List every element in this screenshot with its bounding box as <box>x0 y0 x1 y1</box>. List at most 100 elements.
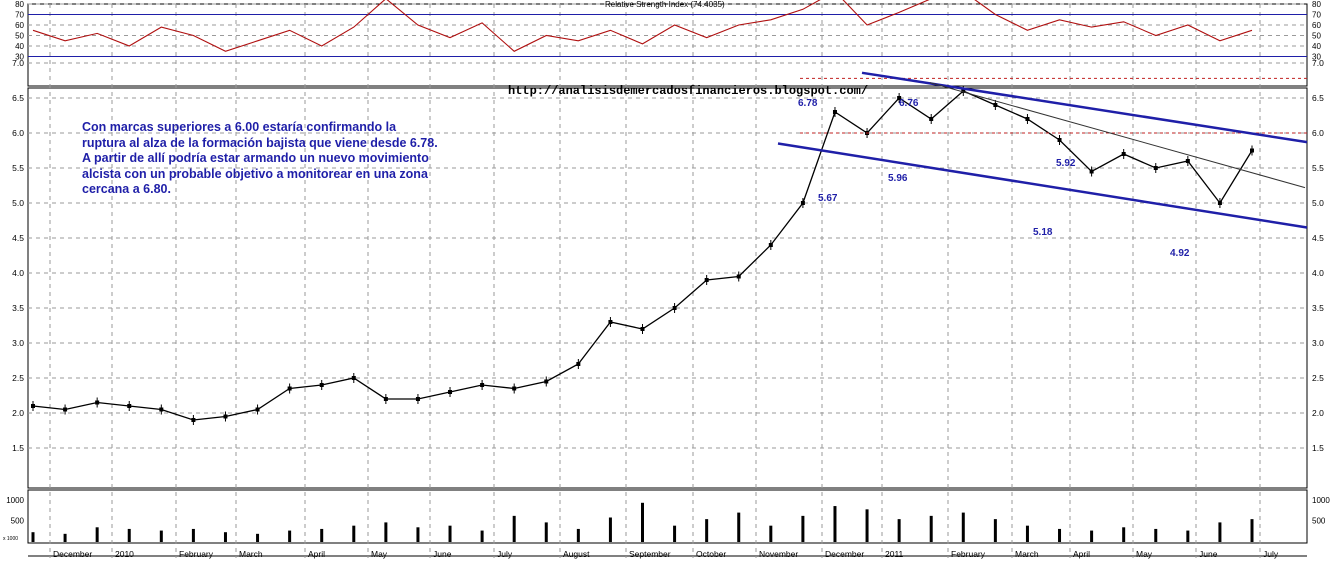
volume-bar <box>384 522 388 542</box>
volume-bar <box>1154 528 1158 542</box>
price-candle-body <box>576 362 581 366</box>
price-candle-body <box>993 103 998 107</box>
month-label: 2010 <box>115 549 134 559</box>
volume-bar <box>961 512 965 542</box>
rsi-series-line <box>32 0 1253 52</box>
price-candle-body <box>961 89 966 93</box>
price-tick-label: 7.0 <box>12 58 24 68</box>
price-tick-label: 4.0 <box>1312 268 1324 278</box>
channel-lower-line <box>777 142 1308 229</box>
rsi-tick-label: 80 <box>15 0 24 9</box>
volume-bar <box>31 532 35 542</box>
price-candle-body <box>768 243 773 247</box>
price-candle-body <box>512 386 517 391</box>
volume-bar <box>833 506 837 542</box>
rsi-tick-label: 40 <box>15 42 24 51</box>
month-label: July <box>1263 549 1279 559</box>
price-candle-body <box>1250 148 1254 153</box>
price-candle-body <box>383 397 388 401</box>
price-tick-label: 2.5 <box>12 373 24 383</box>
price-tick-label: 6.5 <box>1312 93 1324 103</box>
price-candle-body <box>255 407 260 412</box>
rsi-tick-label: 50 <box>15 32 24 41</box>
price-candle-body <box>1121 152 1126 156</box>
month-label: April <box>308 549 325 559</box>
month-label: November <box>759 549 798 559</box>
analysis-annotation: Con marcas superiores a 6.00 estaría con… <box>82 120 438 196</box>
rsi-tick-label: 60 <box>1312 21 1321 30</box>
price-candle-body <box>544 379 549 384</box>
volume-bar <box>480 530 484 542</box>
volume-bar <box>448 525 452 542</box>
price-level-label: 5.96 <box>888 173 908 184</box>
price-candle-body <box>704 278 709 282</box>
blog-url-label: http://analisisdemercadosfinancieros.blo… <box>508 84 869 98</box>
volume-bar <box>737 512 741 542</box>
month-label: February <box>179 549 214 559</box>
volume-bar <box>223 532 227 542</box>
month-label: February <box>951 549 986 559</box>
month-label: June <box>1199 549 1218 559</box>
price-candle-body <box>1089 169 1094 174</box>
month-label: March <box>239 549 263 559</box>
price-candle-body <box>63 407 68 412</box>
volume-bar <box>1186 530 1190 542</box>
volume-bar <box>288 530 292 542</box>
volume-bar <box>544 522 548 542</box>
volume-bar <box>416 527 420 542</box>
rsi-panel-title: Relative Strength Index (74.4035) <box>605 0 725 9</box>
rsi-tick-label: 30 <box>1312 53 1321 62</box>
price-tick-label: 4.5 <box>12 233 24 243</box>
volume-bar <box>1218 522 1222 542</box>
price-tick-label: 3.5 <box>1312 303 1324 313</box>
rsi-tick-label: 50 <box>1312 32 1321 41</box>
volume-bar <box>641 502 644 542</box>
rsi-panel-frame <box>27 3 1308 87</box>
price-candle-body <box>95 400 100 405</box>
price-candle-body <box>127 404 132 408</box>
price-tick-label: 1.5 <box>12 443 24 453</box>
volume-bar <box>191 528 195 542</box>
volume-bar <box>993 519 997 542</box>
volume-bar <box>576 528 580 542</box>
price-tick-label: 2.0 <box>1312 408 1324 418</box>
price-level-label: 5.18 <box>1033 227 1053 238</box>
price-tick-label: 2.0 <box>12 408 24 418</box>
price-candle-body <box>480 383 485 387</box>
price-tick-label: 3.0 <box>1312 338 1324 348</box>
price-tick-label: 6.0 <box>1312 128 1324 138</box>
volume-bar <box>1122 527 1126 542</box>
price-level-label: 5.92 <box>1056 158 1076 169</box>
month-label: October <box>696 549 726 559</box>
rsi-tick-label: 70 <box>1312 11 1321 20</box>
volume-bar <box>769 525 773 542</box>
rsi-tick-label: 70 <box>15 11 24 20</box>
price-tick-label: 3.5 <box>12 303 24 313</box>
price-candle-body <box>1185 159 1190 163</box>
price-tick-label: 5.0 <box>12 198 24 208</box>
price-candle-body <box>800 201 805 205</box>
volume-tick-label: 500 <box>11 517 25 526</box>
volume-bar <box>929 515 933 542</box>
volume-bar <box>1058 528 1062 542</box>
price-level-label: 6.76 <box>899 98 919 109</box>
volume-bar <box>320 528 324 542</box>
rsi-tick-label: 80 <box>1312 0 1321 9</box>
price-candle-body <box>929 117 934 121</box>
price-tick-label: 5.5 <box>12 163 24 173</box>
trend-line <box>929 82 1306 189</box>
month-label: May <box>1136 549 1153 559</box>
price-candle-body <box>1025 117 1030 121</box>
month-label: August <box>563 549 590 559</box>
rsi-tick-label: 40 <box>1312 42 1321 51</box>
volume-bar <box>256 533 260 542</box>
month-label: December <box>825 549 864 559</box>
volume-bar <box>159 530 163 542</box>
price-candle-body <box>448 390 453 394</box>
price-tick-label: 6.5 <box>12 93 24 103</box>
volume-bar <box>512 515 516 542</box>
volume-bar <box>1250 519 1254 542</box>
price-tick-label: 6.0 <box>12 128 24 138</box>
volume-bar <box>1025 525 1029 542</box>
